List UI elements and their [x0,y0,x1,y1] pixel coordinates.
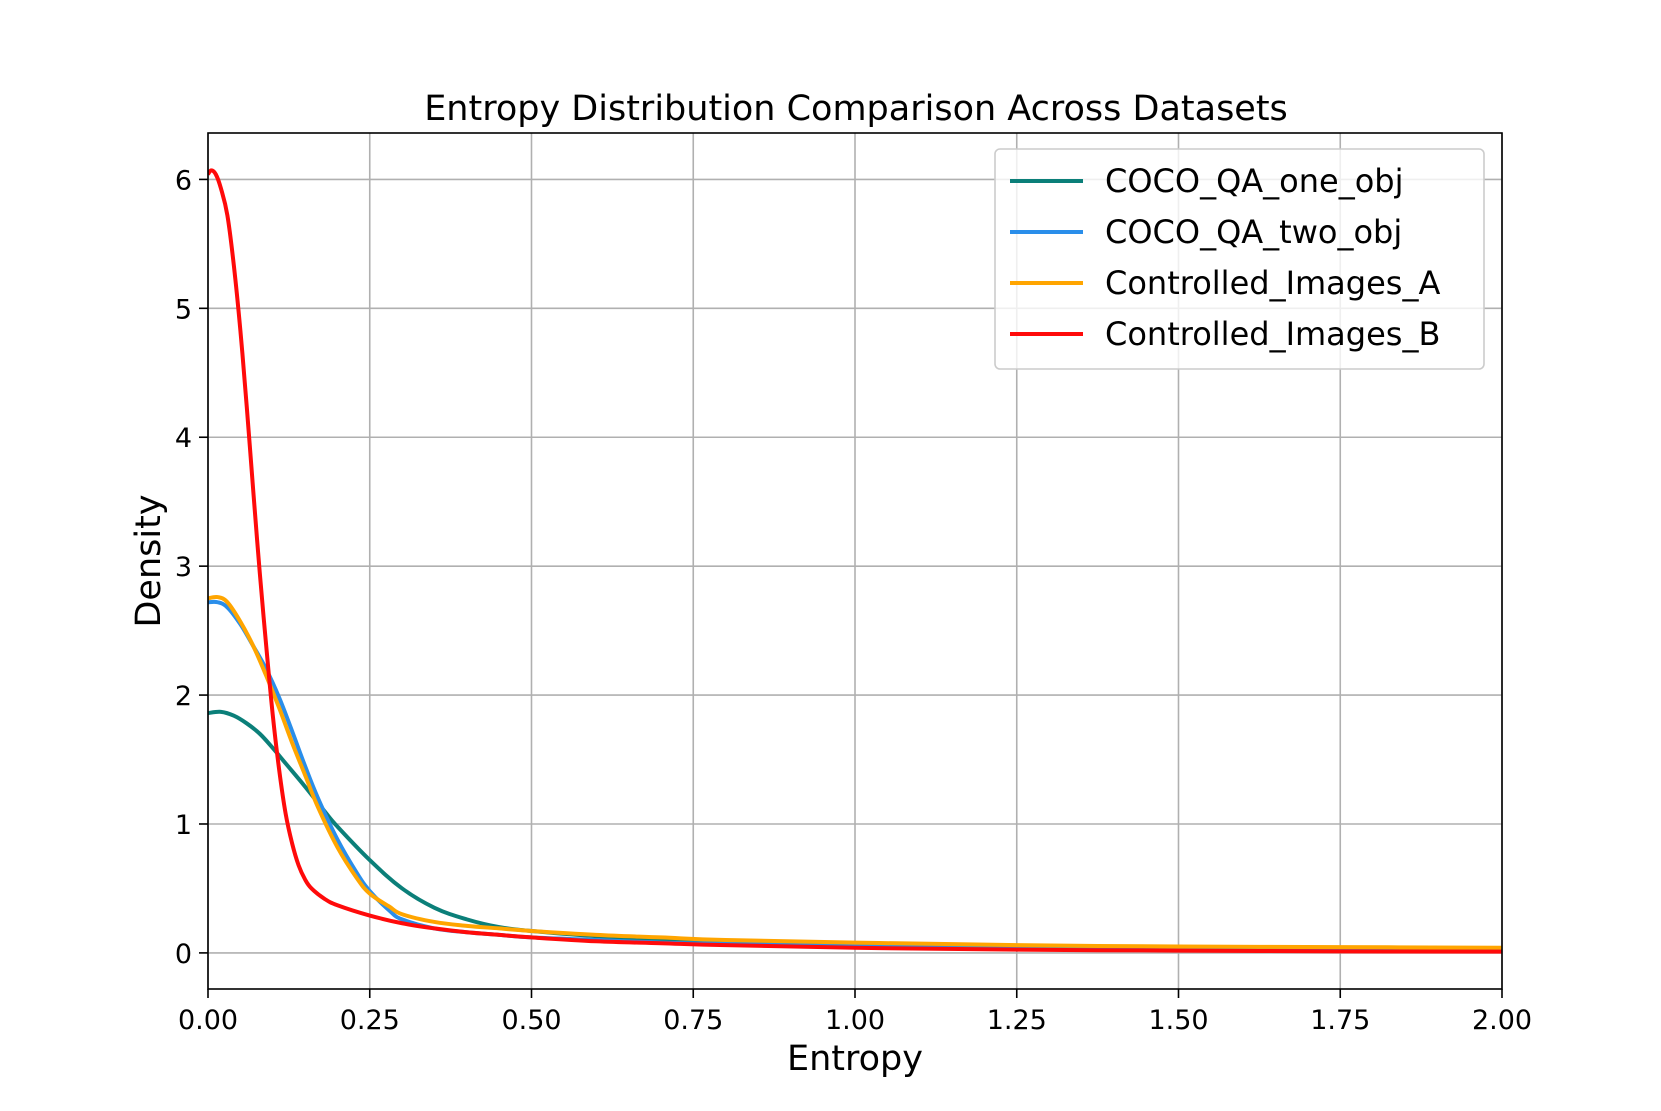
x-tick-label: 1.75 [1310,1005,1370,1036]
legend: COCO_QA_one_obj COCO_QA_two_obj Controlled… [994,148,1485,370]
x-tick-label: 2.00 [1472,1005,1532,1036]
legend-label-controlled-images-b: Controlled_Images_B [1105,315,1440,353]
y-tick-label: 0 [175,939,192,970]
series-line-controlled-images-a [208,594,1502,950]
x-tick-labels: 0.00 0.25 0.50 0.75 1.00 1.25 1.50 1.75 2.00 [178,1005,1532,1036]
y-tick-label: 6 [175,165,192,196]
x-tick-label: 0.25 [340,1005,400,1036]
x-tick-label: 1.25 [987,1005,1047,1036]
series-line-controlled-images-b [208,168,1502,954]
y-tick-label: 1 [175,810,192,841]
legend-entries: COCO_QA_one_obj COCO_QA_two_obj Controlled… [1010,162,1440,353]
legend-label-controlled-images-a: Controlled_Images_A [1105,264,1440,302]
x-axis-label: Entropy [787,1039,923,1079]
tick-marks [199,178,1503,998]
y-tick-label: 3 [175,552,192,583]
x-tick-label: 0.00 [178,1005,238,1036]
x-tick-label: 1.50 [1148,1005,1208,1036]
x-tick-label: 0.50 [501,1005,561,1036]
chart-title: Entropy Distribution Comparison Across D… [424,89,1288,129]
series-layer [208,168,1502,954]
x-tick-label: 1.00 [825,1005,885,1036]
y-tick-labels: 0 1 2 3 4 5 6 [175,165,192,969]
y-tick-label: 2 [175,681,192,712]
legend-label-coco-qa-two-obj: COCO_QA_two_obj [1105,213,1402,251]
y-tick-label: 5 [175,294,192,325]
legend-box [994,148,1485,370]
legend-label-coco-qa-one-obj: COCO_QA_one_obj [1105,162,1403,200]
y-tick-label: 4 [175,423,192,454]
y-axis-label: Density [129,494,169,627]
x-tick-label: 0.75 [663,1005,723,1036]
